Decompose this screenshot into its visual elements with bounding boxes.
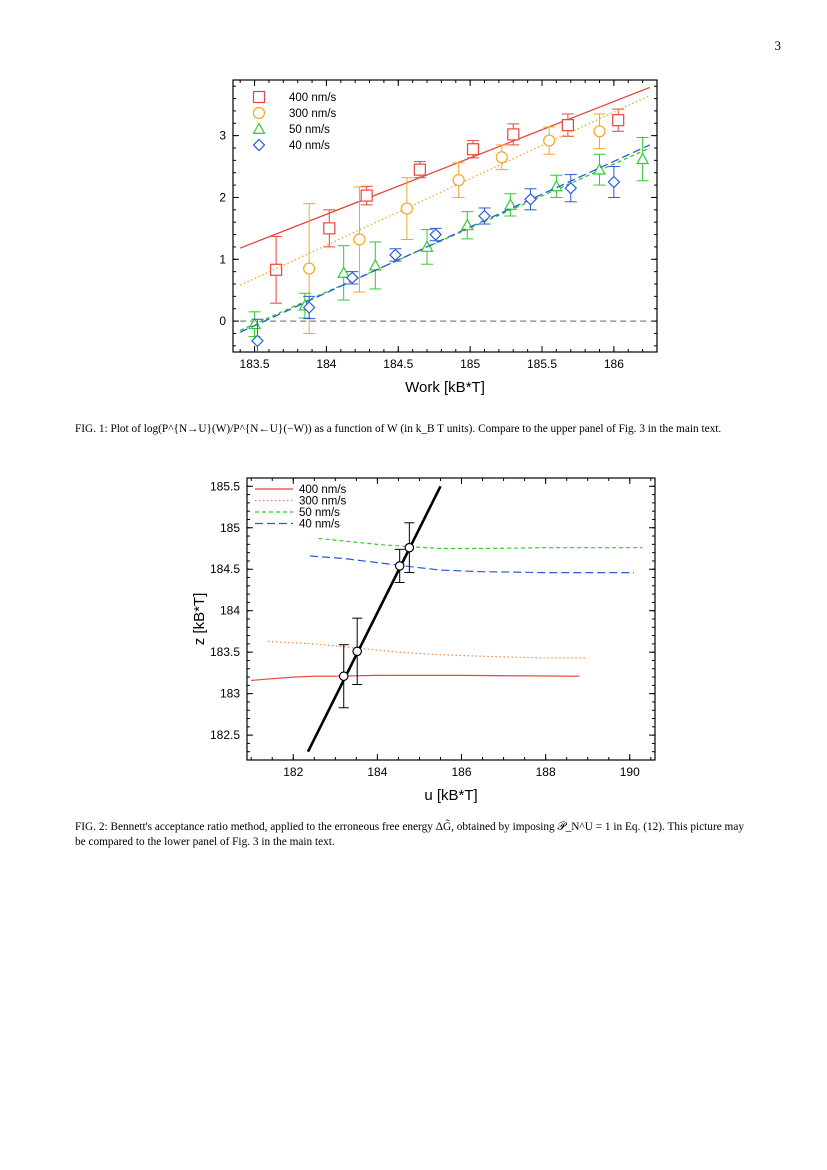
plot-frame: [232, 79, 658, 353]
series-square: [239, 86, 651, 304]
fit-line: [239, 94, 651, 286]
figure-1-chart: 183.5 184 184.5 185 185.5 186 0 1 2 3 Work [kB*T] 4…: [219, 79, 658, 396]
data-point: [503, 198, 517, 210]
data-point: [478, 209, 491, 223]
x-tick-label: 186: [604, 357, 624, 371]
data-point: [466, 143, 480, 156]
data-point: [353, 233, 366, 246]
data-point: [270, 263, 283, 276]
data-point: [337, 266, 351, 278]
x-tick-label: 184: [316, 357, 336, 371]
legend-label: 400 nm/s: [299, 484, 347, 496]
data-point: [524, 192, 537, 206]
series-line: [318, 537, 643, 550]
y-tick-label: 185: [220, 521, 240, 535]
data-point: [495, 151, 508, 164]
data-point: [413, 163, 426, 176]
y-tick-label: 1: [219, 252, 226, 266]
figure-1-caption: FIG. 1: Plot of log(P^{N→U}(W)/P^{N←U}(−…: [75, 422, 755, 437]
data-point: [302, 301, 316, 314]
series-circle: [239, 94, 651, 334]
crossing-point: [394, 561, 405, 571]
y-tick-label: 182.5: [210, 728, 240, 742]
x-tick-label: 186: [451, 765, 471, 779]
x-axis-label: u [kB*T]: [424, 787, 477, 804]
x-tick-label: 188: [536, 765, 556, 779]
x-tick-label: 184: [367, 765, 387, 779]
x-tick-label: 190: [620, 765, 640, 779]
data-point: [303, 262, 316, 275]
legend-label: 400 nm/s: [289, 92, 337, 104]
data-point: [543, 134, 556, 147]
data-point: [507, 128, 520, 141]
legend-label: 300 nm/s: [299, 496, 347, 508]
legend-label: 40 nm/s: [299, 519, 340, 531]
crossing-point: [352, 646, 363, 657]
figure-1-caption-text: Plot of log(P^{N→U}(W)/P^{N←U}(−W)) as a…: [110, 423, 722, 435]
data-point: [452, 174, 465, 187]
crossing-point: [404, 542, 415, 553]
y-tick-label: 2: [219, 190, 226, 204]
data-point: [564, 181, 578, 195]
plot-area: [239, 86, 651, 352]
data-point: [252, 138, 266, 152]
x-axis-label: Work [kB*T]: [405, 379, 485, 396]
plot-area: [251, 485, 643, 753]
data-point: [252, 90, 266, 104]
data-point: [252, 106, 266, 120]
data-point: [251, 334, 264, 348]
figure-1-caption-label: FIG. 1:: [75, 423, 108, 435]
data-point: [607, 175, 621, 189]
y-tick-label: 183.5: [210, 645, 240, 659]
data-point: [460, 218, 474, 231]
figure-2-caption-label: FIG. 2:: [75, 821, 108, 833]
y-tick-label: 183: [220, 687, 240, 701]
data-point: [360, 189, 373, 202]
series-line: [310, 555, 634, 574]
legend-label: 50 nm/s: [289, 124, 330, 136]
data-point: [252, 122, 266, 135]
data-point: [368, 258, 382, 271]
x-tick-label: 184.5: [383, 357, 413, 371]
y-tick-label: 185.5: [210, 479, 240, 493]
y-axis-label: z [kB*T]: [191, 593, 208, 646]
x-tick-label: 183.5: [240, 357, 270, 371]
series-diamond: [239, 144, 651, 352]
data-point: [429, 228, 443, 241]
y-tick-label: 3: [219, 129, 226, 143]
data-point: [345, 271, 359, 285]
fit-line: [239, 144, 651, 333]
data-point: [561, 119, 574, 132]
data-point: [592, 162, 607, 175]
figure-2-caption: FIG. 2: Bennett's acceptance ratio metho…: [75, 820, 755, 850]
fit-line: [239, 147, 651, 331]
fit-line: [239, 86, 651, 249]
data-point: [248, 317, 262, 330]
data-point: [593, 125, 606, 138]
data-point: [612, 114, 625, 127]
page-number: 3: [774, 38, 782, 53]
series-line: [267, 640, 588, 659]
figure-2-caption-text: Bennett's acceptance ratio method, appli…: [75, 821, 745, 848]
legend-label: 40 nm/s: [289, 140, 330, 152]
crossing-point: [338, 671, 349, 682]
y-tick-label: 184: [220, 604, 240, 618]
legend-label: 50 nm/s: [299, 507, 340, 519]
x-tick-label: 185: [460, 357, 480, 371]
legend: 400 nm/s 300 nm/s 50 nm/s 40 nm/s: [252, 90, 337, 152]
x-tick-label: 182: [283, 765, 303, 779]
x-tick-label: 185.5: [527, 357, 557, 371]
data-point: [400, 202, 414, 215]
figure-2-chart: 182 184 186 188 190 182.5 183 183.5 184 184.5 185 1…: [191, 477, 656, 804]
data-point: [389, 248, 402, 262]
legend-label: 300 nm/s: [289, 108, 337, 120]
equality-line: [306, 485, 442, 753]
data-point: [323, 222, 336, 235]
y-tick-label: 184.5: [210, 562, 240, 576]
y-tick-label: 0: [219, 314, 226, 328]
data-point: [636, 152, 650, 165]
series-line: [251, 674, 580, 681]
